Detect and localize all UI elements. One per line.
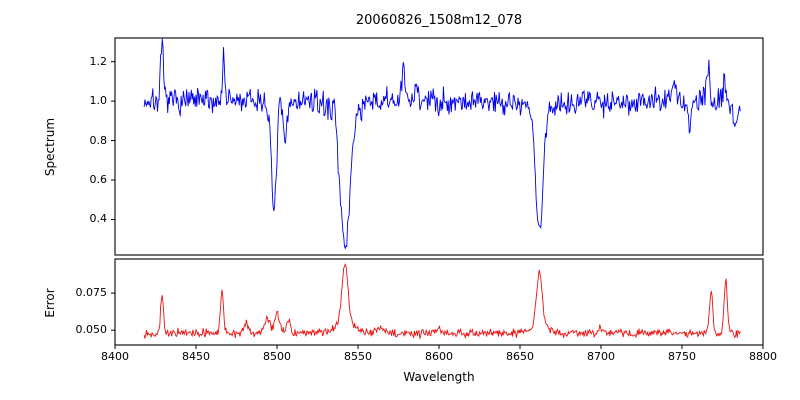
y-tick-label: 1.0 [89, 94, 108, 108]
error-axes-frame [114, 258, 764, 346]
y-tick-label: 1.2 [89, 54, 108, 68]
spectrum-line [143, 38, 741, 250]
chart-title: 20060826_1508m12_078 [355, 13, 523, 28]
axis-ticks [111, 61, 764, 349]
y-tick-label: 0.4 [89, 212, 108, 226]
spectrum-axes-frame [114, 37, 764, 256]
x-tick-label: 8800 [749, 350, 777, 363]
error-line [143, 263, 741, 340]
x-axis-label: Wavelength [403, 370, 475, 384]
x-tick-label: 8700 [587, 350, 615, 363]
y-tick-label: 0.6 [89, 173, 108, 187]
x-tick-label: 8400 [101, 350, 129, 363]
y-tick-label: 0.8 [89, 133, 108, 147]
y-tick-label: 0.050 [75, 323, 108, 337]
x-tick-label: 8550 [344, 350, 372, 363]
x-tick-label: 8650 [506, 350, 534, 363]
x-tick-label: 8750 [668, 350, 696, 363]
x-tick-label: 8500 [263, 350, 291, 363]
x-tick-label: 8600 [425, 350, 453, 363]
x-tick-label: 8450 [182, 350, 210, 363]
y-tick-label: 0.075 [75, 286, 108, 300]
